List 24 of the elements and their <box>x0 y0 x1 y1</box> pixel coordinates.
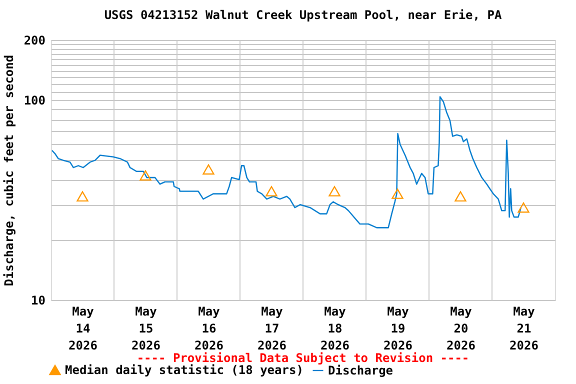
x-tick-label: May 17 2026 <box>258 304 286 352</box>
y-tick-label: 100 <box>24 94 46 108</box>
point <box>454 191 466 202</box>
x-tick-label: May 16 2026 <box>194 304 224 352</box>
point <box>76 191 88 202</box>
legend-label: Discharge <box>328 364 394 378</box>
x-tick-label: May 20 2026 <box>446 304 476 352</box>
point <box>140 170 152 181</box>
text: ---- Provisional Data Subject to Revision ---- <box>136 351 470 365</box>
y-tick-label: 10 <box>31 294 46 308</box>
y-tick-label: 200 <box>24 34 46 48</box>
x-tick-label: May 18 2026 <box>320 304 350 352</box>
y-axis-title: Discharge, cubic feet per second <box>2 54 16 286</box>
point <box>266 186 278 196</box>
chart-title: USGS 04213152 Walnut Creek Upstream Pool, near Erie, PA <box>104 8 502 22</box>
point <box>518 202 530 213</box>
x-tick-label: May 15 2026 <box>132 304 160 352</box>
x-tick-label: May 14 2026 <box>68 304 98 352</box>
point <box>202 164 214 175</box>
x-tick-label: May 19 2026 <box>384 304 412 352</box>
legend-label: Median daily statistic (18 years) <box>65 363 304 378</box>
x-tick-label: May 21 2026 <box>510 304 538 352</box>
point <box>392 188 404 199</box>
point <box>328 186 340 196</box>
